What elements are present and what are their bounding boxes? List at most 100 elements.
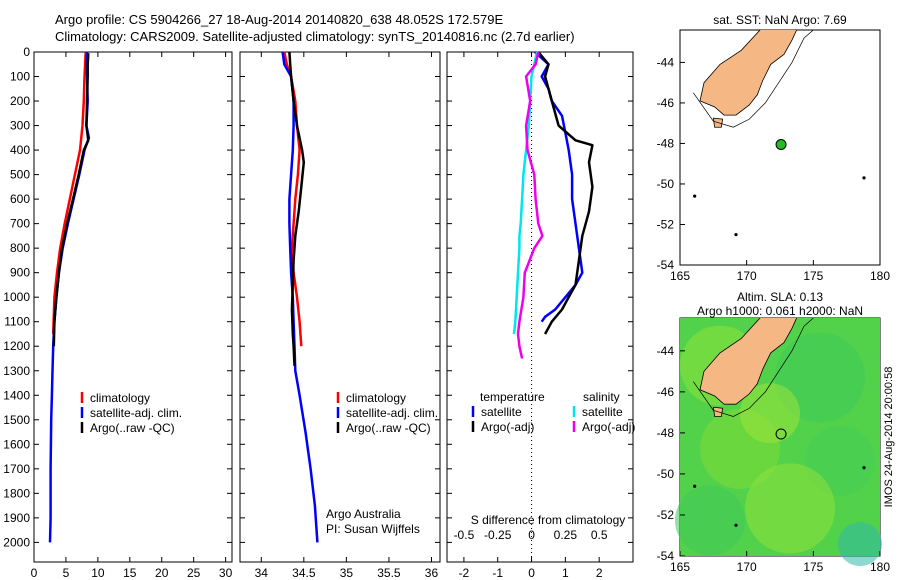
legend-title-salinity: salinity [583,390,620,404]
salinity-plot: 3434.53535.536salinityclimatologysatelli… [240,51,440,580]
y-tick-label: -52 [657,217,675,231]
y-tick-label: 1300 [3,364,30,378]
y-tick-label: 1100 [4,315,30,329]
x-tick-label: 175 [803,560,823,574]
y-tick-label: 1600 [3,437,30,451]
sst-title: sat. SST: NaN Argo: 7.69 [713,13,847,27]
sal-diff-tick-label: -0.5 [454,528,475,542]
y-tick-label: 1000 [3,290,30,304]
legend-label: Argo(..raw -QC) [90,421,175,435]
island [693,194,697,198]
legend-label: Argo(-adj) [481,420,534,434]
y-tick-label: -44 [657,344,675,358]
y-tick-label: -48 [657,426,675,440]
x-tick-label: 36 [425,566,439,580]
difference-plot: -2-1012T difference from climatologytemp… [447,51,635,580]
sla-patch [745,463,835,554]
x-tick-label: 10 [91,566,105,580]
series-line-climatology [51,51,87,335]
sla-patch [675,485,745,556]
series-line-satellite-adj-clim- [281,51,319,543]
legend-title-temperature: temperature [480,390,545,404]
sla-patch [740,383,800,444]
y-tick-label: -44 [657,55,675,69]
y-tick-label: 1500 [3,413,30,427]
temperature-axes [33,51,233,563]
y-tick-label: -46 [657,96,675,110]
y-tick-label: 200 [10,94,30,108]
land-group [693,30,866,237]
y-tick-label: 1800 [3,486,30,500]
y-tick-label: 2000 [3,535,30,549]
sal-diff-tick-label: 0.5 [591,528,608,542]
sla-patch [775,332,865,423]
imos-timestamp: IMOS 24-Aug-2014 20:00:58 [883,367,895,508]
x-tick-label: 180 [870,269,890,283]
legend-label: satellite-adj. clim. [346,406,438,420]
x-tick-label: 2 [596,566,603,580]
sal-diff-tick-label: -0.25 [484,528,512,542]
difference-axes [446,51,634,563]
y-tick-label: -46 [657,385,675,399]
x-tick-label: 34.5 [292,566,316,580]
land-south-island [699,30,798,116]
x-tick-label: 170 [737,269,757,283]
island [734,523,738,527]
salinity-axes [239,51,441,563]
argo-float-marker [775,139,787,151]
y-tick-label: 400 [10,143,30,157]
annotation: Argo Australia [326,507,401,521]
annotation: PI: Susan Wijffels [326,522,420,536]
land-south-island [699,318,798,405]
top-axis-label: S difference from climatology [471,513,626,527]
series-line-satellite-salinity [512,51,539,335]
y-tick-label: -48 [657,136,675,150]
y-tick-label: -50 [657,467,675,481]
header-line1: Argo profile: CS 5904266_27 18-Aug-2014 … [55,12,503,27]
y-tick-label: 1700 [3,462,30,476]
legend-label: satellite-adj. clim. [90,406,182,420]
y-tick-label: -52 [657,508,675,522]
sal-diff-tick-label: 0.25 [554,528,578,542]
y-tick-label: 500 [10,168,30,182]
x-tick-label: 20 [155,566,169,580]
x-tick-label: -1 [492,566,503,580]
y-tick-label: 700 [10,217,30,231]
island [862,176,866,180]
legend-label: Argo(..raw -QC) [346,421,431,435]
x-tick-label: 0 [528,566,535,580]
sla-patch [838,522,882,567]
header-line2: Climatology: CARS2009. Satellite-adjuste… [55,29,575,44]
legend-label: Argo(-adj) [582,420,635,434]
depth-contour [693,318,814,417]
y-tick-label: 600 [10,192,30,206]
legend-label: satellite [582,405,623,419]
y-tick-label: 100 [10,70,30,84]
x-tick-label: 35 [340,566,354,580]
x-tick-label: 35.5 [377,566,401,580]
y-tick-label: 1900 [3,511,30,525]
sst-map: 165 170 175 180 -44 -46 -48 -50 -52 -54 sat. SST: … [657,13,891,283]
y-tick-label: 300 [10,119,30,133]
sal-diff-tick-label: 0 [528,528,535,542]
series-line-argo-raw-qc- [52,53,90,347]
x-tick-label: 30 [219,566,233,580]
island [734,233,738,237]
series-line-argo-raw-qc- [288,51,306,366]
y-tick-label: 1400 [3,388,30,402]
x-tick-label: -2 [459,566,470,580]
x-tick-label: 0 [31,566,38,580]
x-tick-label: 175 [803,269,823,283]
temperature-plot: 0 5 10 15 20 25 300100200300400500600700800900… [3,45,232,580]
island [862,466,866,470]
land-group [693,318,866,527]
sla-title: Altim. SLA: 0.13 [737,290,823,304]
series-line-argo-adj--salinity [516,51,544,359]
x-tick-label: 180 [870,560,890,574]
x-tick-label: 1 [562,566,569,580]
x-tick-label: 165 [670,269,690,283]
x-tick-label: 15 [123,566,137,580]
legend-label: satellite [481,405,522,419]
island [693,484,697,488]
